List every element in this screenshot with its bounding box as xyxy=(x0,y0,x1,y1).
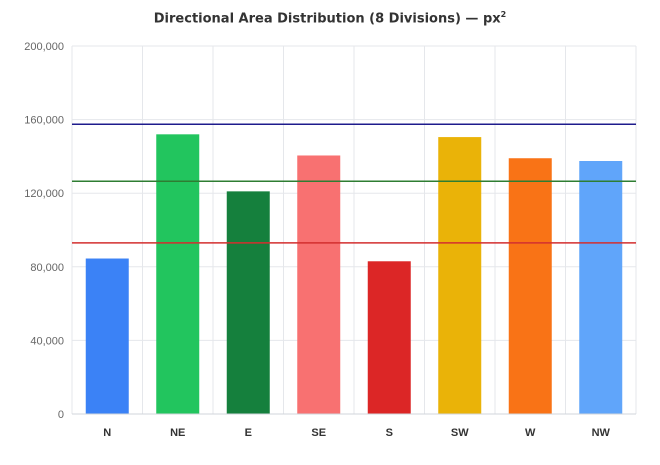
x-tick-label: N xyxy=(103,427,111,439)
chart-title: Directional Area Distribution (8 Divisio… xyxy=(0,10,660,26)
y-tick-label: 160,000 xyxy=(24,115,64,127)
y-tick-label: 0 xyxy=(58,409,64,421)
bar-se xyxy=(297,155,341,415)
bar-s xyxy=(367,261,411,414)
x-tick-label: E xyxy=(245,427,252,439)
bar-w xyxy=(508,158,552,414)
bar-e xyxy=(226,191,270,414)
x-tick-label: NW xyxy=(592,427,611,439)
y-tick-label: 120,000 xyxy=(24,188,64,200)
bar-nw xyxy=(579,161,623,414)
x-tick-label: W xyxy=(525,427,536,439)
chart-title-superscript: 2 xyxy=(500,10,507,19)
bar-ne xyxy=(156,134,200,414)
x-tick-label: S xyxy=(386,427,393,439)
x-tick-label: SE xyxy=(311,427,326,439)
x-tick-label: SW xyxy=(451,427,469,439)
chart-title-text: Directional Area Distribution (8 Divisio… xyxy=(153,11,501,27)
bar-sw xyxy=(438,137,482,414)
bar-n xyxy=(85,258,129,414)
y-tick-label: 80,000 xyxy=(30,262,64,274)
y-tick-label: 40,000 xyxy=(30,335,64,347)
y-tick-label: 200,000 xyxy=(24,41,64,53)
x-tick-label: NE xyxy=(170,427,185,439)
